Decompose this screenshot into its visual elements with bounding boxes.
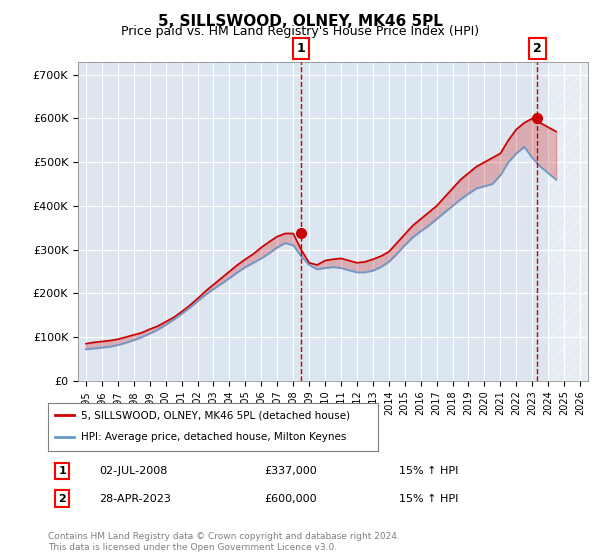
Text: Contains HM Land Registry data © Crown copyright and database right 2024.
This d: Contains HM Land Registry data © Crown c…: [48, 532, 400, 552]
Bar: [548, 62, 588, 381]
Text: 5, SILLSWOOD, OLNEY, MK46 5PL (detached house): 5, SILLSWOOD, OLNEY, MK46 5PL (detached …: [81, 410, 350, 420]
Text: 1: 1: [297, 42, 305, 55]
Text: 2: 2: [58, 494, 66, 504]
Text: £337,000: £337,000: [265, 466, 317, 476]
Text: 15% ↑ HPI: 15% ↑ HPI: [399, 494, 458, 504]
Text: 2: 2: [533, 42, 542, 55]
Text: 1: 1: [58, 466, 66, 476]
Text: £600,000: £600,000: [265, 494, 317, 504]
Text: 15% ↑ HPI: 15% ↑ HPI: [399, 466, 458, 476]
Text: HPI: Average price, detached house, Milton Keynes: HPI: Average price, detached house, Milt…: [81, 432, 346, 442]
Text: 28-APR-2023: 28-APR-2023: [100, 494, 172, 504]
Text: Price paid vs. HM Land Registry's House Price Index (HPI): Price paid vs. HM Land Registry's House …: [121, 25, 479, 38]
Text: 5, SILLSWOOD, OLNEY, MK46 5PL: 5, SILLSWOOD, OLNEY, MK46 5PL: [158, 14, 442, 29]
Text: 02-JUL-2008: 02-JUL-2008: [100, 466, 168, 476]
